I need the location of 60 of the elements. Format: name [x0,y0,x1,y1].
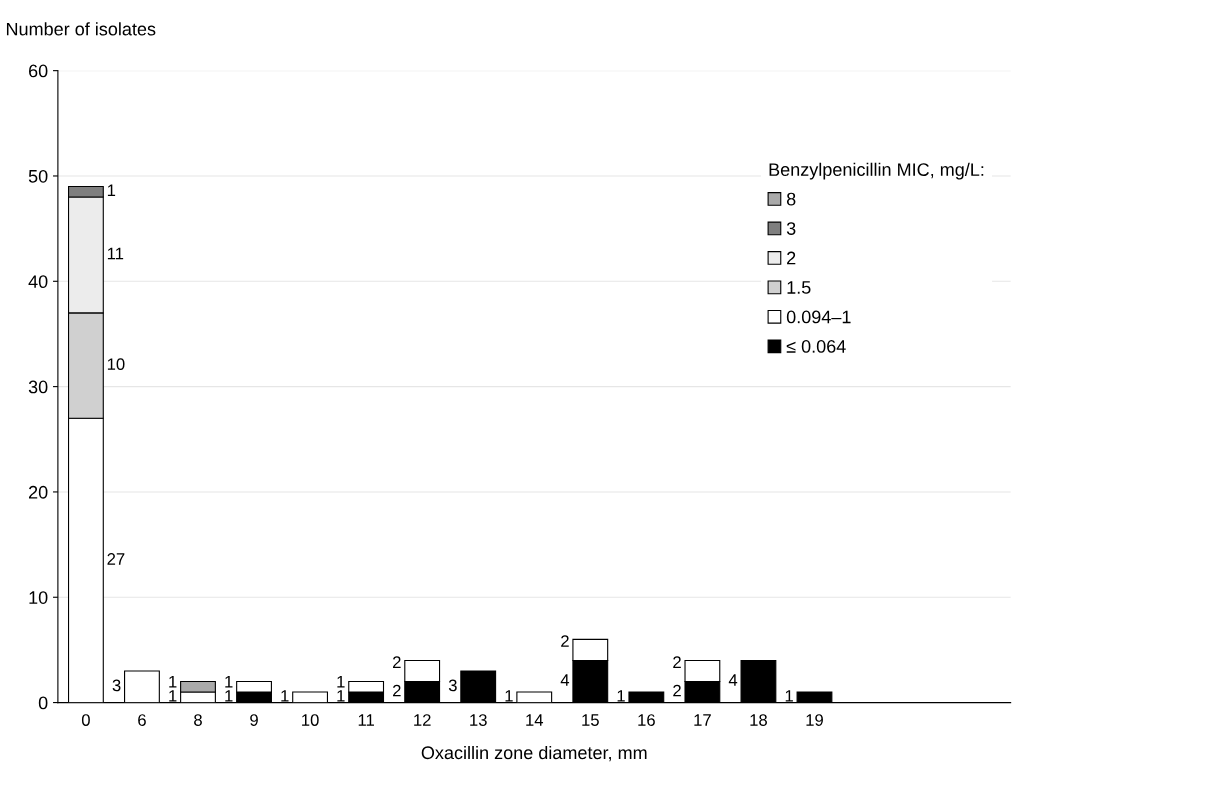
data-label: 1 [225,690,233,702]
data-label: 2 [393,684,401,697]
bar [124,670,160,703]
legend-label: 8 [786,192,796,206]
legend-label: 1.5 [787,281,811,294]
data-label: 2 [673,656,681,668]
x-tick-label: 13 [470,714,487,726]
data-label: 10 [107,358,125,371]
legend-label: 0.094–1 [786,310,851,324]
data-label: 2 [561,635,569,647]
x-tick-label: 9 [250,714,258,726]
x-tick-label: 6 [138,714,146,726]
bar [628,691,665,703]
bar [740,659,777,703]
data-label: 3 [112,679,121,692]
bar [460,670,497,703]
y-tick-label: 20 [28,485,48,499]
data-label: 2 [393,656,401,668]
data-label: 4 [728,674,738,686]
x-tick-label: 16 [638,714,655,726]
legend-label: ≤ 0.064 [786,340,846,353]
data-label: 3 [448,679,457,692]
data-label: 1 [169,690,177,702]
data-label: 1 [225,675,233,688]
y-tick-label: 10 [29,591,48,604]
x-tick-label: 17 [694,714,711,726]
x-tick-label: 0 [81,714,90,726]
data-label: 1 [281,690,289,702]
y-tick-label: 60 [29,64,48,78]
x-tick-label: 8 [194,714,202,726]
x-tick-label: 15 [582,714,599,726]
y-axis-title: Number of isolates [6,22,156,36]
data-label: 1 [785,690,793,702]
data-label: 1 [505,690,513,702]
bar [292,691,329,703]
data-label: 1 [107,184,116,197]
bar [516,691,553,703]
data-label: 11 [107,247,124,260]
x-tick-label: 11 [358,714,374,726]
x-tick-label: 18 [750,714,767,726]
legend-label: 3 [786,222,796,235]
data-label: 27 [107,553,125,565]
data-label: 2 [673,684,681,697]
y-tick-label: 0 [38,696,48,710]
data-label: 4 [560,674,570,686]
y-tick-label: 40 [28,275,48,289]
data-label: 1 [337,690,345,702]
data-label: 1 [337,675,345,688]
x-axis-title: Oxacillin zone diameter, mm [421,745,647,762]
x-tick-label: 10 [302,714,319,726]
x-tick-label: 19 [806,714,823,726]
x-tick-label: 14 [526,714,544,726]
data-label: 1 [169,675,177,688]
legend-label: 2 [787,251,796,265]
y-tick-label: 30 [28,380,48,394]
x-tick-label: 12 [414,714,431,726]
bar [796,691,833,703]
y-tick-label: 50 [28,169,48,183]
legend-title: Benzylpenicillin MIC, mg/L: [769,162,984,180]
data-label: 1 [617,690,625,702]
